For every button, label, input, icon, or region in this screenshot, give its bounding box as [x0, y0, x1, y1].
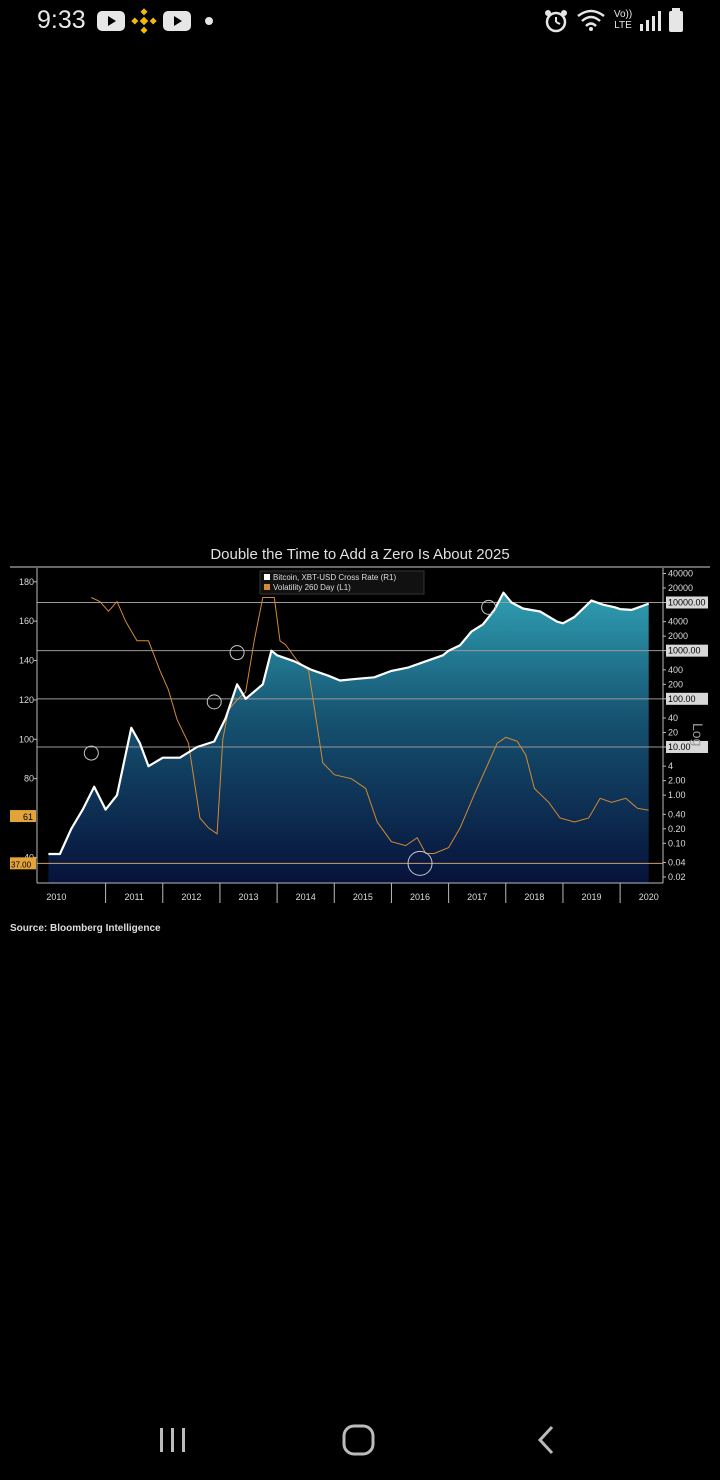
right-tick-highlight: [666, 596, 708, 609]
reference-lines: [37, 601, 663, 864]
circle-marker: [407, 850, 433, 876]
clock: 9:33: [37, 6, 86, 34]
low-value-label: 37.00: [11, 860, 32, 869]
circle-marker: [229, 645, 245, 661]
right-tick-label: 0.04: [668, 857, 686, 867]
right-tick-label: 40: [668, 713, 678, 723]
right-tick-label: 200: [668, 679, 683, 689]
circle-marker: [206, 694, 222, 710]
home-icon: [342, 1424, 375, 1456]
legend-label: Bitcoin, XBT-USD Cross Rate (R1): [273, 573, 396, 582]
legend-swatch: [264, 584, 270, 590]
right-tick-label: 20: [668, 727, 678, 737]
signal-icon: [640, 11, 661, 31]
home-button[interactable]: [329, 1418, 389, 1462]
low-value-badge: [10, 857, 36, 870]
chart-svg: 180 160 140 120 100 80 40 61 37.00 40000 20000 100…: [10, 566, 710, 903]
legend-box: [259, 570, 425, 595]
left-tick-label: 120: [19, 695, 34, 705]
recent-apps-icon: [160, 1428, 185, 1452]
right-tick-label: 0.40: [668, 809, 686, 819]
status-bar: 9:33 Vo)) LTE: [0, 0, 720, 42]
left-axis-ticks: 18016014012010080406137.00: [10, 577, 37, 870]
bitcoin-line: [48, 591, 650, 856]
x-tick-label: 2012: [181, 892, 201, 902]
x-tick-label: 2018: [524, 892, 544, 902]
right-tick-label: 10.00: [668, 742, 691, 752]
volatility-line: [91, 597, 649, 854]
x-tick-label: 2010: [46, 892, 66, 902]
left-tick-label: 100: [19, 734, 34, 744]
right-tick-label: 4000: [668, 617, 688, 627]
right-tick-label: 20000: [668, 583, 693, 593]
back-button[interactable]: [516, 1418, 576, 1462]
legend-label: Volatility 260 Day (L1): [273, 583, 351, 592]
x-tick-label: 2015: [353, 892, 373, 902]
binance-icon: [131, 8, 157, 34]
circle-markers: [83, 599, 497, 876]
nav-bar: [0, 1400, 720, 1480]
right-tick-highlight: [666, 692, 708, 705]
x-tick-label: 2011: [125, 892, 144, 902]
right-tick-label: 40000: [668, 568, 693, 578]
right-tick-label: 10000.00: [668, 597, 706, 607]
right-tick-label: 0.10: [668, 838, 686, 848]
chart-container: Double the Time to Add a Zero Is About 2…: [10, 540, 710, 940]
wifi-icon: [577, 9, 605, 31]
recent-apps-button[interactable]: [143, 1418, 203, 1462]
legend: Bitcoin, XBT-USD Cross Rate (R1)Volatili…: [259, 570, 425, 595]
left-tick-label: 180: [19, 577, 34, 587]
right-axis-label: Log: [690, 723, 706, 746]
x-axis-ticks: 2010 2011 2012 2013 2014 2015 2016 2017 2018 2019…: [46, 883, 659, 903]
youtube-icon: [97, 11, 125, 31]
volte-label-bottom: LTE: [614, 20, 632, 31]
volte-icon: Vo)) LTE: [612, 9, 634, 31]
x-tick-label: 2017: [467, 892, 487, 902]
x-tick-label: 2013: [239, 892, 259, 902]
dot-icon: [205, 17, 213, 25]
source-note: Source: Bloomberg Intelligence: [10, 923, 161, 934]
alarm-icon: [545, 10, 567, 33]
x-tick-label: 2019: [582, 892, 602, 902]
youtube-icon: [163, 11, 191, 31]
x-tick-label: 2014: [296, 892, 316, 902]
right-tick-label: 4: [668, 761, 673, 771]
left-tick-label: 160: [19, 616, 34, 626]
volte-label-top: Vo)): [613, 9, 633, 20]
current-value-badge: [10, 810, 36, 823]
legend-swatch: [264, 574, 270, 580]
battery-icon: [669, 8, 683, 32]
right-tick-label: 1000.00: [668, 646, 701, 656]
right-tick-highlight: [666, 740, 708, 753]
right-tick-label: 1.00: [668, 790, 686, 800]
left-tick-label: 80: [24, 774, 34, 784]
x-tick-label: 2016: [410, 892, 430, 902]
right-tick-label: 0.20: [668, 824, 686, 834]
right-tick-label: 100.00: [668, 694, 696, 704]
right-tick-label: 0.02: [668, 872, 686, 882]
current-value-label: 61: [23, 812, 33, 822]
chart-title: Double the Time to Add a Zero Is About 2…: [210, 546, 510, 563]
right-axis-ticks: 40000 20000 10000.00 4000 2000 1000.00 400 200 1…: [663, 568, 708, 882]
circle-marker: [481, 599, 497, 615]
circle-marker: [83, 745, 99, 761]
x-tick-label: 2020: [639, 892, 659, 902]
right-tick-label: 2.00: [668, 776, 686, 786]
right-tick-label: 400: [668, 665, 683, 675]
left-tick-label: 140: [19, 656, 34, 666]
right-tick-label: 2000: [668, 631, 688, 641]
right-tick-highlight: [666, 644, 708, 657]
back-icon: [537, 1425, 554, 1455]
